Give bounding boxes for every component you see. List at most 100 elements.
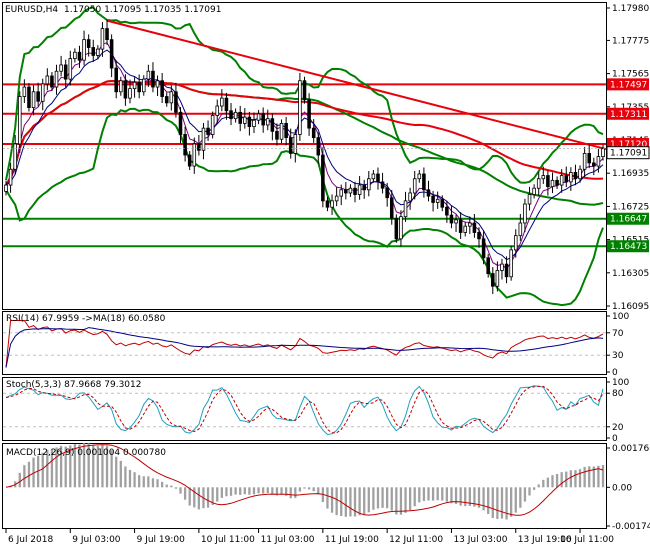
level-tag <box>607 240 649 253</box>
candle-body <box>573 172 578 180</box>
price-tick-label: 1.16725 <box>612 202 649 212</box>
candle-body <box>376 173 380 183</box>
candle-body <box>160 80 164 97</box>
bollinger-lower <box>5 107 604 307</box>
ohlc-readout: 1.17050 1.17095 1.17035 1.17091 <box>64 5 221 15</box>
stoch-plot <box>3 385 606 436</box>
rsi-label: RSI(14) 67.9959 ->MA(18) 60.0580 <box>6 314 166 324</box>
candle-body <box>123 80 128 99</box>
rsi-panel-frame <box>2 311 607 375</box>
candle-body <box>367 178 371 191</box>
price-tick-label: 1.16095 <box>612 302 649 312</box>
candle-body <box>270 118 275 132</box>
candle-body <box>307 99 311 129</box>
candle-body <box>279 123 284 140</box>
candle-body <box>13 143 17 170</box>
candle-body <box>596 156 601 167</box>
indicator-tick-label: 100 <box>612 378 629 388</box>
candle-body <box>155 80 160 88</box>
candle-body <box>220 97 224 107</box>
candle-body <box>63 64 68 80</box>
candle-body <box>550 179 555 188</box>
candle-body <box>486 257 490 274</box>
candle-body <box>357 184 362 195</box>
candle-body <box>578 168 582 180</box>
candle-body <box>440 198 445 208</box>
stoch-main-line <box>5 385 604 436</box>
level-tag-label: 1.17120 <box>610 140 647 150</box>
candle-body <box>546 175 550 188</box>
candle-body <box>316 137 321 156</box>
candle-body <box>412 178 417 194</box>
candle-body <box>408 192 412 202</box>
time-tick-label: 9 Jul 03:00 <box>72 535 121 545</box>
candle-body <box>187 154 192 167</box>
candle-body <box>330 200 334 208</box>
candle-body <box>513 235 518 251</box>
candle-body <box>298 80 302 135</box>
candle-body <box>73 51 77 59</box>
level-tags: 1.17497 1.17311 1.17120 1.16647 1.16473 1.170… <box>606 78 650 253</box>
level-tag <box>607 212 649 225</box>
candle-body <box>532 187 536 195</box>
price-tick-label: 1.16935 <box>612 169 649 179</box>
candle-body <box>481 238 486 259</box>
candle-body <box>325 200 330 208</box>
candle-body <box>197 143 201 151</box>
candle-body <box>477 232 481 240</box>
level-tag-label: 1.16647 <box>610 215 647 225</box>
time-tick-label: 13 Jul 03:00 <box>453 535 507 545</box>
candle-body <box>555 179 559 186</box>
price-tick-label: 1.16305 <box>612 269 649 279</box>
candle-body <box>119 80 123 93</box>
candle-body <box>353 187 357 195</box>
price-tick-label: 1.17980 <box>612 4 649 14</box>
candle-body <box>31 91 36 108</box>
indicator-tick-label: 0 <box>612 434 618 444</box>
indicator-tick-label: 0 <box>612 368 618 378</box>
symbol-title: EURUSD,H4 <box>5 5 58 15</box>
macd-signal-line <box>5 444 604 516</box>
candle-body <box>201 127 206 151</box>
candle-body <box>215 105 220 116</box>
candle-body <box>183 134 187 156</box>
candle-body <box>146 70 151 80</box>
rsi-ma-line <box>5 327 604 368</box>
candle-body <box>339 189 344 197</box>
current-price-label: 1.17091 <box>610 149 647 159</box>
candle-body <box>348 187 353 194</box>
candle-body <box>541 175 546 180</box>
candle-body <box>344 189 348 194</box>
macd-tick-label: -0.00174 <box>612 522 650 532</box>
candle-body <box>174 91 178 113</box>
candle-body <box>252 119 256 127</box>
candle-body <box>8 168 13 186</box>
candle-body <box>141 78 146 93</box>
macd-label: MACD(12,26,9) 0.001004 0.000780 <box>6 448 166 458</box>
candle-body <box>495 270 500 287</box>
candle-body <box>362 184 366 191</box>
level-tag-label: 1.17311 <box>610 110 647 120</box>
candle-body <box>288 137 293 154</box>
candle-body <box>243 116 247 124</box>
candle-body <box>422 173 426 191</box>
macd-tick-label: 0.00 <box>612 483 632 493</box>
candle-body <box>36 91 40 102</box>
candle-body <box>454 219 458 224</box>
candle-body <box>293 134 298 154</box>
candle-body <box>275 130 279 140</box>
candle-body <box>169 91 174 104</box>
candle-body <box>449 214 454 224</box>
candle-body <box>100 28 105 50</box>
candle-body <box>389 197 394 219</box>
candle-body <box>399 216 403 240</box>
candle-body <box>491 273 495 287</box>
candle-body <box>536 178 541 189</box>
stoch-signal-line <box>5 385 604 434</box>
rsi-line <box>5 320 604 368</box>
candle-body <box>45 75 50 85</box>
candle-body <box>569 172 573 183</box>
